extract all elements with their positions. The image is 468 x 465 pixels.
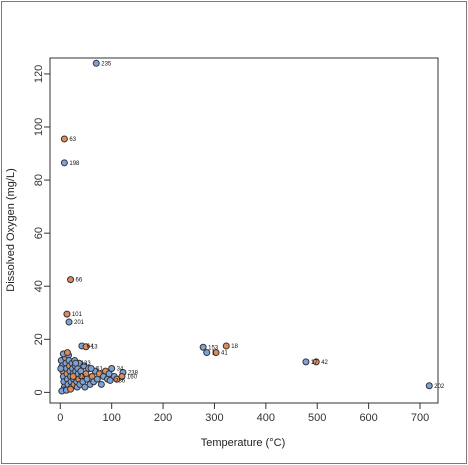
y-tick-label: 40: [33, 280, 45, 292]
labeled-data-point: [60, 159, 68, 167]
labeled-data-point: [69, 372, 77, 380]
y-tick-label: 120: [33, 65, 45, 83]
point-label: 41: [221, 351, 228, 357]
labeled-data-point: [63, 310, 71, 318]
x-tick-label: 0: [57, 412, 63, 424]
labeled-data-point: [82, 343, 90, 351]
point-label: 238: [128, 370, 139, 376]
point-label: 63: [69, 137, 76, 143]
point-label: 202: [434, 384, 445, 390]
x-tick-label: 200: [154, 412, 172, 424]
point-label: 13: [91, 345, 98, 351]
labeled-data-point: [425, 382, 433, 390]
x-tick-label: 700: [411, 412, 429, 424]
x-tick-label: 600: [359, 412, 377, 424]
labeled-data-point: [87, 365, 95, 372]
labeled-data-point: [199, 343, 207, 351]
y-tick-label: 100: [33, 118, 45, 136]
labeled-data-point: [302, 358, 310, 366]
x-tick-label: 500: [308, 412, 326, 424]
y-axis: 0 20 40 60 80 100 120: [33, 65, 50, 395]
x-tick-label: 100: [102, 412, 120, 424]
point-label: 133: [81, 361, 92, 367]
point-label: 64: [87, 344, 94, 350]
point-label: 201: [74, 320, 85, 326]
point-label: 101: [72, 312, 83, 318]
labeled-data-point: [222, 342, 230, 350]
point-label: 51: [96, 367, 103, 373]
point-label: 34: [117, 367, 124, 373]
labeled-data-point: [312, 358, 320, 366]
labeled-data-point: [65, 318, 73, 326]
labeled-data-point: [60, 135, 68, 143]
labeled-data-point: [118, 372, 126, 380]
plot-area: [49, 57, 439, 404]
point-label: 198: [69, 161, 80, 167]
labeled-data-point: [72, 359, 80, 367]
point-label: 1: [212, 351, 216, 357]
point-label: 66: [76, 278, 83, 284]
point-label: 17: [311, 360, 318, 366]
point-label: 160: [127, 374, 138, 380]
point-label: 18: [231, 344, 238, 350]
point-label: 153: [208, 345, 219, 351]
data-points: [57, 59, 433, 395]
y-tick-label: 20: [33, 333, 45, 345]
labeled-data-point: [203, 349, 211, 357]
x-axis: 0 100 200 300 400 500 600 700: [57, 403, 429, 424]
point-label: 236: [115, 378, 126, 384]
data-point: [57, 365, 65, 372]
y-tick-label: 60: [33, 227, 45, 239]
point-label: 42: [321, 360, 328, 366]
labeled-data-point: [212, 349, 220, 357]
x-tick-label: 300: [205, 412, 223, 424]
labeled-data-point: [92, 59, 100, 67]
y-tick-label: 80: [33, 174, 45, 186]
y-axis-title: Dissolved Oxygen (mg/L): [5, 168, 17, 292]
point-label: 22: [78, 374, 85, 380]
labeled-data-point: [67, 276, 75, 284]
labeled-data-point: [108, 365, 116, 372]
data-point: [67, 385, 75, 393]
x-tick-label: 400: [257, 412, 275, 424]
labeled-data-point: [106, 376, 114, 384]
y-tick-label: 0: [33, 389, 45, 395]
point-label: 235: [101, 61, 112, 67]
data-point: [63, 349, 71, 357]
x-axis-title: Temperature (°C): [201, 437, 285, 449]
data-point: [97, 380, 105, 388]
